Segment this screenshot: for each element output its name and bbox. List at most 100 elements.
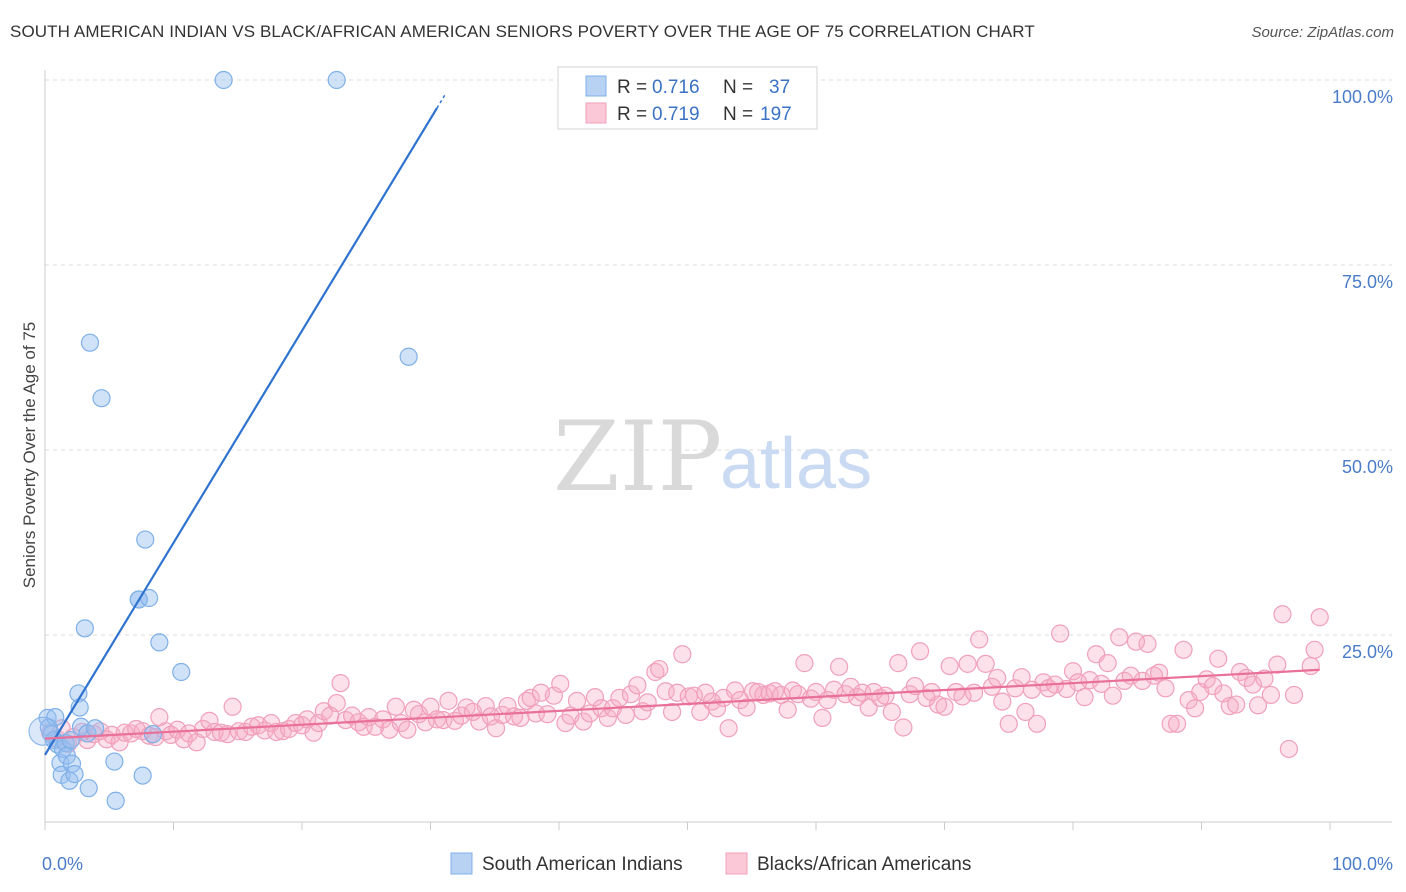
point-blacks-95	[610, 688, 629, 708]
point-blacks-57	[386, 697, 405, 716]
point-south-american-indian-12	[61, 730, 80, 750]
point-blacks-115	[725, 681, 745, 700]
legend-swatch-pink	[585, 102, 607, 124]
y-axis-label: Seniors Poverty Over the Age of 75	[20, 322, 39, 588]
point-blacks-206	[1255, 669, 1274, 688]
point-south-american-indian-23	[92, 389, 111, 408]
point-blacks-191	[1167, 714, 1187, 733]
point-blacks-165	[1016, 702, 1035, 722]
point-blacks-194	[1185, 699, 1205, 718]
bottom-legend-label-pink: Blacks/African Americans	[757, 854, 971, 875]
legend-r-value-blue: 0.716	[652, 77, 700, 98]
point-blacks-184	[1126, 632, 1146, 651]
point-blacks-179	[1098, 654, 1117, 673]
point-blacks-161	[993, 692, 1012, 711]
point-blacks-21	[168, 720, 187, 739]
point-blacks-64	[427, 710, 447, 729]
point-blacks-214	[1310, 608, 1329, 627]
axes	[44, 70, 1392, 830]
point-blacks-88	[567, 691, 587, 710]
point-blacks-188	[1149, 663, 1169, 682]
y-tick-label-3: 25.0%	[1342, 642, 1393, 662]
point-south-american-indian-13	[62, 754, 82, 773]
point-blacks-160	[988, 668, 1007, 688]
point-blacks-85	[551, 674, 570, 693]
point-blacks-189	[1156, 679, 1175, 698]
point-blacks-176	[1080, 671, 1099, 690]
point-blacks-84	[544, 686, 563, 705]
point-south-american-indian-21	[80, 333, 100, 352]
point-blacks-208	[1268, 655, 1287, 674]
point-blacks-133	[830, 657, 849, 676]
point-blacks-204	[1243, 675, 1263, 694]
point-blacks-156	[964, 683, 984, 702]
point-blacks-147	[910, 642, 930, 661]
point-blacks-213	[1305, 640, 1324, 659]
point-south-american-indian-32	[172, 662, 191, 682]
point-blacks-102	[650, 659, 669, 679]
y-tick-labels: 100.0% 75.0% 50.0% 25.0%	[1332, 87, 1393, 662]
point-blacks-130	[813, 708, 832, 727]
bottom-legend: South American Indians Blacks/African Am…	[450, 852, 971, 875]
point-blacks-110	[696, 683, 715, 702]
point-blacks-190	[1161, 714, 1180, 733]
point-blacks-142	[882, 702, 901, 722]
trend-line-south-american-indian-extension	[436, 92, 447, 109]
trend-line-south-american-indian	[44, 107, 438, 756]
point-blacks-151	[935, 697, 954, 716]
point-blacks-30	[223, 697, 242, 716]
point-blacks-73	[481, 707, 500, 726]
point-blacks-96	[616, 705, 635, 725]
point-south-american-indian-17	[71, 717, 91, 736]
legend-r-label-blue: R =	[617, 77, 647, 98]
point-blacks-171	[1051, 624, 1070, 643]
point-south-american-indian-36	[106, 791, 125, 810]
point-blacks-197	[1203, 676, 1223, 696]
point-blacks-114	[719, 719, 738, 738]
legend-n-value-pink: 197	[760, 104, 792, 125]
point-blacks-106	[673, 645, 692, 664]
point-blacks-103	[656, 682, 675, 701]
legend-box: R = 0.716 N = 37 R = 0.719 N = 197	[557, 66, 818, 130]
point-blacks-127	[795, 654, 814, 673]
point-south-american-indian-33	[214, 70, 233, 90]
x-tick-label-0: 0.0%	[42, 854, 83, 874]
legend-r-value-pink: 0.719	[652, 104, 700, 125]
point-blacks-211	[1284, 685, 1304, 705]
point-south-american-indian-18	[75, 619, 94, 638]
point-blacks-93	[598, 708, 617, 727]
point-blacks-148	[917, 688, 936, 708]
point-blacks-207	[1261, 685, 1280, 705]
legend-n-value-blue: 37	[769, 77, 790, 98]
point-blacks-200	[1220, 696, 1239, 716]
bottom-legend-swatch-blue	[450, 852, 473, 875]
point-blacks-192	[1174, 640, 1193, 659]
legend-n-label-pink: N =	[723, 104, 753, 125]
chart-title: SOUTH AMERICAN INDIAN VS BLACK/AFRICAN A…	[10, 22, 1035, 41]
point-blacks-162	[999, 714, 1018, 733]
point-blacks-66	[439, 691, 458, 710]
point-blacks-210	[1279, 739, 1298, 759]
point-blacks-112	[707, 699, 727, 718]
y-tick-label-1: 75.0%	[1342, 272, 1393, 292]
point-blacks-98	[628, 676, 647, 695]
bottom-legend-swatch-pink	[725, 852, 748, 875]
series-blacks-points	[41, 605, 1329, 759]
point-blacks-209	[1273, 605, 1292, 624]
point-south-american-indian-14	[65, 765, 84, 784]
point-blacks-144	[894, 718, 913, 737]
point-blacks-152	[940, 656, 959, 676]
point-blacks-117	[737, 698, 756, 717]
point-blacks-100	[638, 693, 657, 712]
point-south-american-indian-22	[86, 719, 105, 738]
trend-lines	[44, 92, 1320, 756]
point-south-american-indian-34	[327, 70, 346, 90]
trend-line-blacks	[44, 668, 1320, 740]
point-blacks-12	[115, 723, 134, 742]
point-blacks-198	[1209, 649, 1228, 668]
point-blacks-97	[621, 685, 641, 704]
point-south-american-indian-15	[69, 684, 88, 703]
point-south-american-indian-27	[136, 530, 155, 549]
point-south-american-indian-24	[105, 752, 124, 771]
